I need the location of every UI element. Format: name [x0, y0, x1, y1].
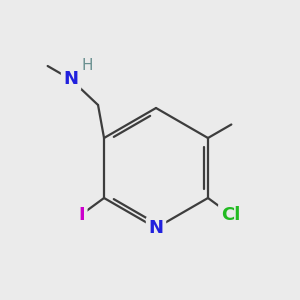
Text: N: N [148, 219, 164, 237]
Text: H: H [82, 58, 93, 74]
Text: N: N [64, 70, 79, 88]
Text: Cl: Cl [221, 206, 240, 224]
Text: I: I [78, 206, 85, 224]
